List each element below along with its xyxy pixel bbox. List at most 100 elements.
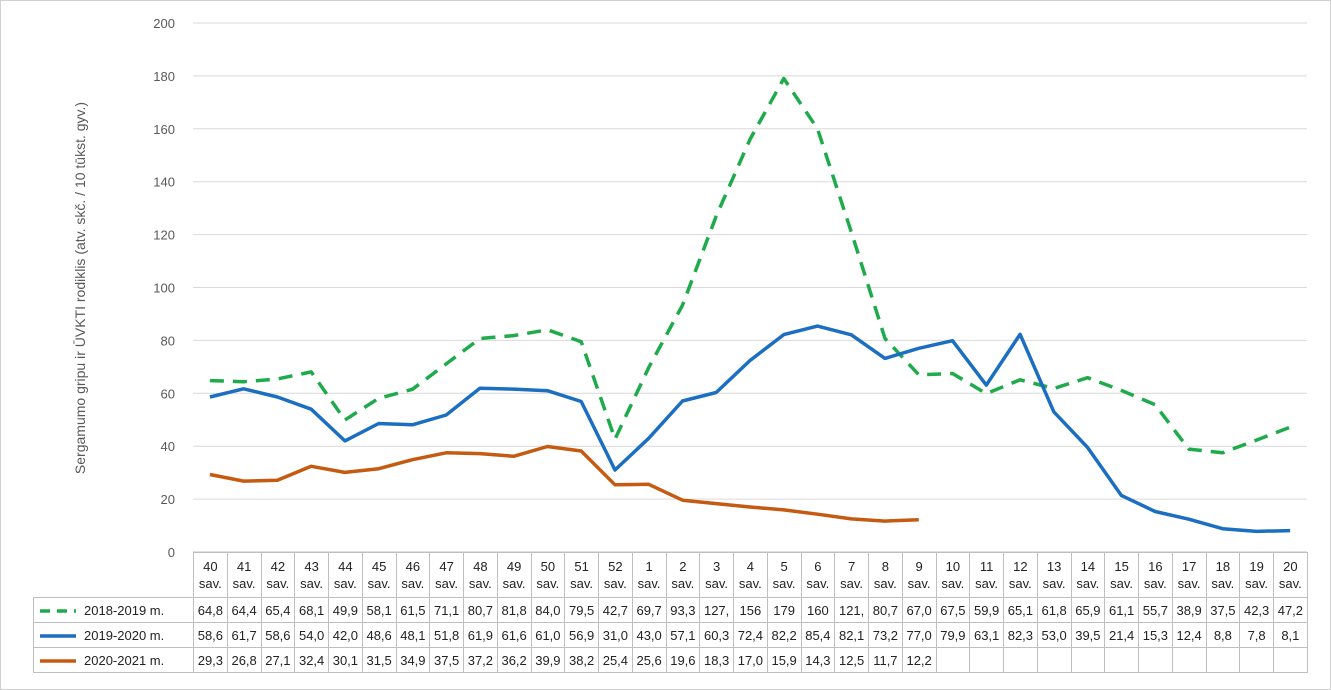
data-label: 79,5 — [564, 597, 599, 623]
y-tick-label: 160 — [153, 122, 175, 137]
data-label: 59,9 — [969, 597, 1004, 623]
data-label — [1138, 647, 1173, 673]
data-label: 80,7 — [868, 597, 903, 623]
y-tick-label: 40 — [161, 439, 175, 454]
data-label: 67,5 — [935, 597, 971, 623]
x-tick-label: 20 sav. — [1273, 552, 1308, 598]
data-label: 37,2 — [463, 647, 498, 673]
data-label: 39,9 — [530, 647, 566, 673]
data-label — [1003, 647, 1038, 673]
data-label: 82,3 — [1003, 622, 1038, 648]
data-label: 8,8 — [1205, 622, 1241, 648]
data-label: 61,9 — [463, 622, 498, 648]
data-label: 18,3 — [699, 647, 734, 673]
x-tick-label: 47 sav. — [429, 552, 464, 598]
data-label: 127, — [699, 597, 734, 623]
x-tick-label: 5 sav. — [766, 552, 802, 598]
y-tick-label: 0 — [168, 545, 175, 560]
x-tick-label: 11 sav. — [969, 552, 1004, 598]
data-label: 27,1 — [260, 647, 296, 673]
data-label: 51,8 — [429, 622, 464, 648]
y-tick-label: 100 — [153, 281, 175, 296]
data-label: 55,7 — [1138, 597, 1173, 623]
x-tick-label: 3 sav. — [699, 552, 734, 598]
legend-entry: 2019-2020 m. — [33, 622, 194, 648]
data-label: 160 — [800, 597, 836, 623]
x-tick-label: 9 sav. — [901, 552, 937, 598]
data-label: 31,0 — [598, 622, 633, 648]
data-label — [1104, 647, 1139, 673]
y-tick-label: 140 — [153, 175, 175, 190]
data-label: 82,2 — [766, 622, 802, 648]
data-label: 93,3 — [665, 597, 701, 623]
data-label: 15,9 — [766, 647, 802, 673]
data-label: 42,7 — [598, 597, 633, 623]
data-label: 64,4 — [226, 597, 262, 623]
data-label: 19,6 — [665, 647, 701, 673]
table-row: 2018-2019 m. 64,8 64,4 65,4 68,1 49,9 58,1 61,5… — [33, 597, 1308, 623]
x-tick-label: 40 sav. — [193, 552, 228, 598]
x-tick-label: 18 sav. — [1205, 552, 1241, 598]
x-tick-label: 46 sav. — [395, 552, 431, 598]
y-tick-label: 20 — [161, 492, 175, 507]
data-label: 32,4 — [294, 647, 329, 673]
x-tick-label: 12 sav. — [1003, 552, 1038, 598]
data-label: 85,4 — [800, 622, 836, 648]
data-label: 82,1 — [834, 622, 869, 648]
data-label: 156 — [733, 597, 768, 623]
x-tick-label: 13 sav. — [1036, 552, 1072, 598]
table-header-row: 40 sav. 41 sav. 42 sav. 43 sav. 44 sav. 45 sa… — [34, 552, 1308, 598]
y-tick-label: 60 — [161, 386, 175, 401]
y-tick-label: 80 — [161, 333, 175, 348]
data-label: 37,5 — [429, 647, 464, 673]
data-label — [935, 647, 971, 673]
data-label: 65,9 — [1070, 597, 1106, 623]
data-label: 14,3 — [800, 647, 836, 673]
data-label — [1205, 647, 1241, 673]
x-tick-label: 51 sav. — [564, 552, 599, 598]
legend-entry: 2020-2021 m. — [33, 647, 194, 673]
x-tick-label: 6 sav. — [800, 552, 836, 598]
data-label: 77,0 — [901, 622, 937, 648]
data-label: 58,6 — [260, 622, 296, 648]
data-label: 58,6 — [193, 622, 228, 648]
table-corner — [34, 553, 194, 598]
data-label — [1239, 647, 1274, 673]
data-label: 56,9 — [564, 622, 599, 648]
data-label: 17,0 — [733, 647, 768, 673]
x-tick-label: 15 sav. — [1104, 552, 1139, 598]
data-label: 11,7 — [868, 647, 903, 673]
data-label: 12,4 — [1171, 622, 1207, 648]
data-label: 31,5 — [361, 647, 397, 673]
data-label: 73,2 — [868, 622, 903, 648]
x-tick-label: 4 sav. — [733, 552, 768, 598]
data-label: 39,5 — [1070, 622, 1106, 648]
table-row: 2019-2020 m. 58,6 61,7 58,6 54,0 42,0 48,6 48,1… — [33, 622, 1308, 648]
data-label: 57,1 — [665, 622, 701, 648]
x-tick-label: 19 sav. — [1239, 552, 1274, 598]
data-label: 30,1 — [328, 647, 363, 673]
series-line — [209, 76, 1291, 455]
data-label: 63,1 — [969, 622, 1004, 648]
data-label — [1036, 647, 1072, 673]
data-label: 37,5 — [1205, 597, 1241, 623]
data-label: 12,5 — [834, 647, 869, 673]
data-label: 61,0 — [530, 622, 566, 648]
x-tick-label: 10 sav. — [935, 552, 971, 598]
data-label: 36,2 — [496, 647, 532, 673]
data-label — [1070, 647, 1106, 673]
data-label: 49,9 — [328, 597, 363, 623]
data-label: 61,8 — [1036, 597, 1072, 623]
y-axis-title: Sergamumo gripu ir ŪVKTI rodiklis (atv. … — [72, 102, 88, 474]
data-label: 58,1 — [361, 597, 397, 623]
data-label: 72,4 — [733, 622, 768, 648]
series-line — [209, 444, 919, 523]
data-label: 65,4 — [260, 597, 296, 623]
y-tick-label: 120 — [153, 228, 175, 243]
data-label: 81,8 — [496, 597, 532, 623]
data-label: 68,1 — [294, 597, 329, 623]
data-label: 7,8 — [1239, 622, 1274, 648]
data-label: 80,7 — [463, 597, 498, 623]
data-label: 69,7 — [631, 597, 667, 623]
